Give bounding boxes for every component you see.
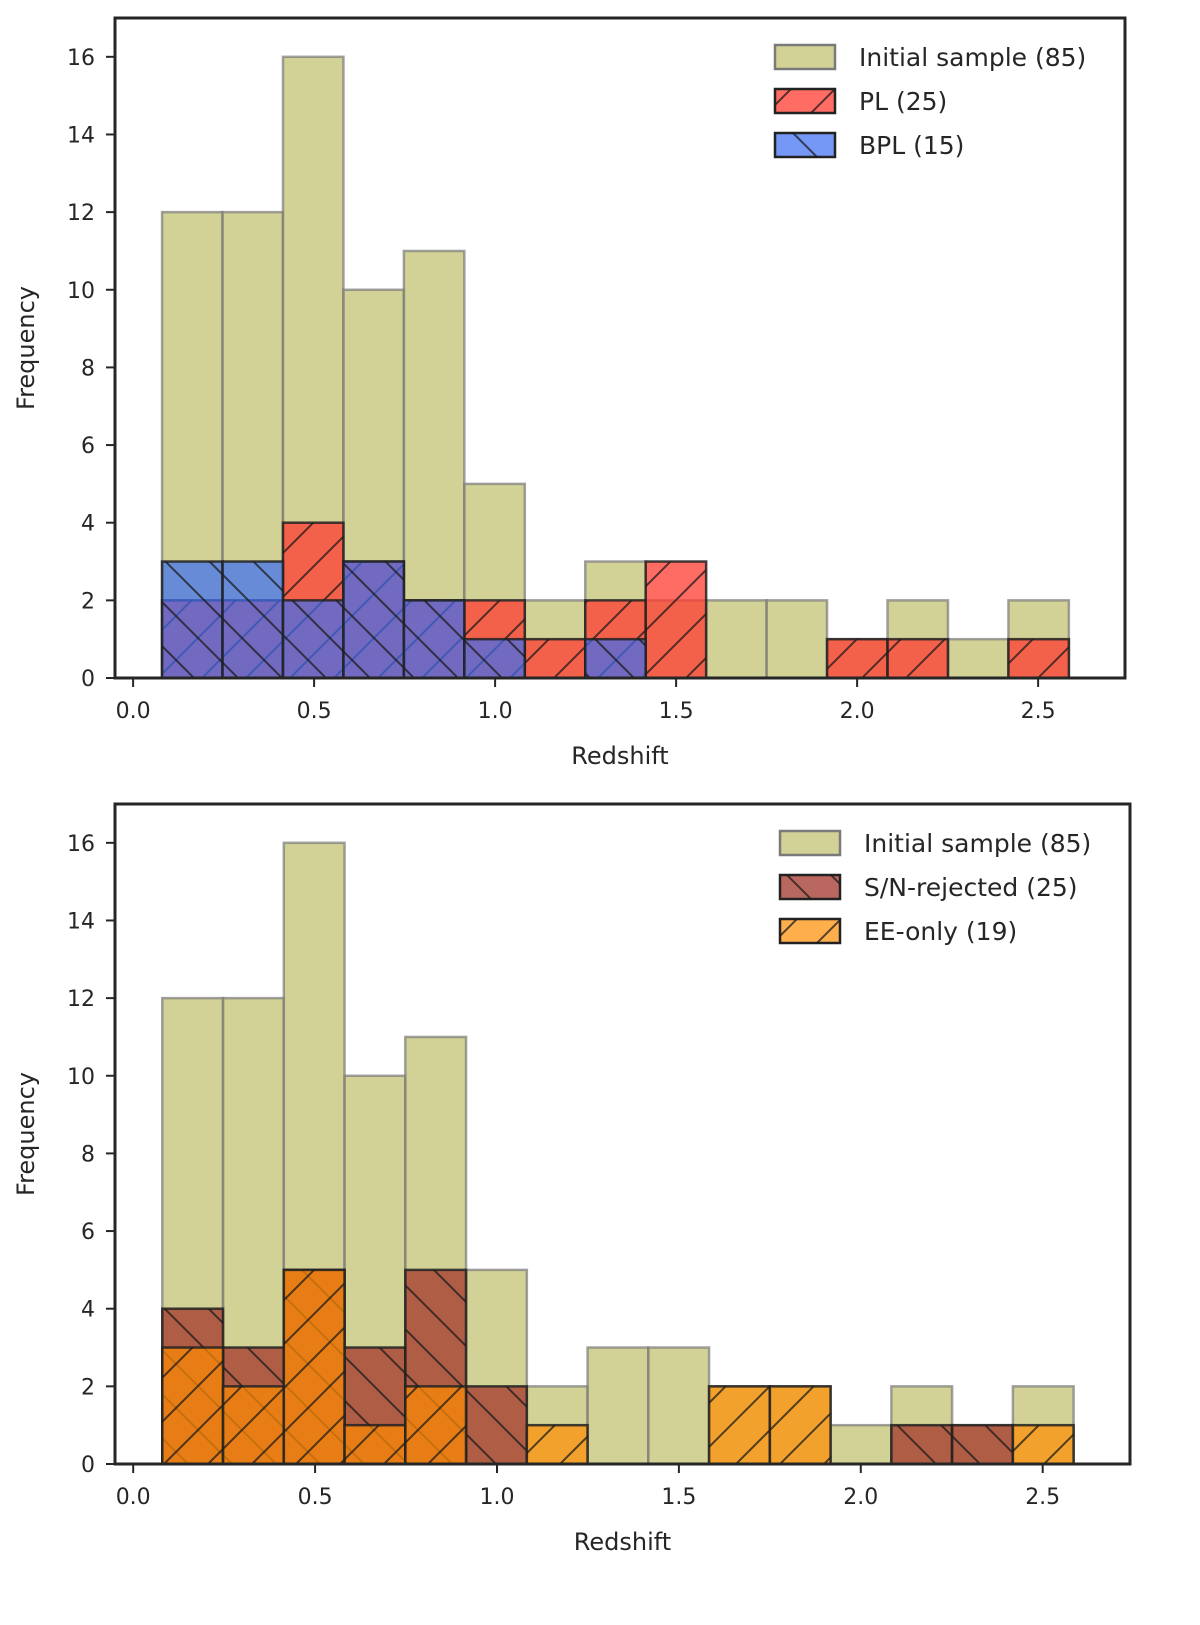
y-tick-label: 4 (81, 1298, 95, 1323)
bar-hatch-bpl-15-bin-5 (464, 639, 525, 678)
bars-layer (160, 55, 1071, 680)
bar-hatch-pl-25-bin-8 (645, 561, 707, 678)
legend-label-pl: PL (25) (859, 87, 947, 116)
x-tick-label: 0.0 (116, 1485, 151, 1510)
bar-hatch-bpl-15-bin-1 (222, 561, 283, 678)
y-axis-ticks: 0 2 4 6 8 10 12 14 16 (67, 832, 115, 1478)
bar-hatch-bpl-15-bin-0 (162, 561, 223, 678)
bar-initial-sample-85-bin-8 (647, 1346, 711, 1466)
plot-frame (113, 16, 1127, 680)
legend-swatch-initial-sample (778, 829, 842, 857)
bar-initial-sample-85-bin-7 (586, 1346, 650, 1466)
bar-hatch-ee-only-19-bin-14 (1012, 1425, 1074, 1464)
y-tick-label: 8 (81, 1142, 95, 1167)
y-tick-label: 16 (67, 46, 95, 71)
x-tick-label: 2.0 (840, 699, 875, 724)
bar-initial-sample-85-bin-10 (765, 599, 829, 680)
x-axis-ticks: 0.0 0.5 1.0 1.5 2.0 2.5 (116, 1464, 1060, 1510)
legend-label-sn-rejected: S/N-rejected (25) (864, 873, 1078, 902)
bar-hatch-s-n-rejected-25-bin-5 (466, 1386, 527, 1464)
y-tick-label: 2 (81, 1375, 95, 1400)
legend-entry-initial-sample: Initial sample (85) (778, 829, 1091, 858)
bar-hatch-bpl-15-bin-3 (343, 561, 404, 678)
legend-label-initial-sample: Initial sample (85) (859, 43, 1086, 72)
legend-entry-sn-rejected: S/N-rejected (25) (778, 873, 1078, 902)
y-tick-label: 14 (67, 909, 95, 934)
legend-entry-initial-sample: Initial sample (85) (773, 43, 1086, 72)
bar-hatch-bpl-15-bin-4 (403, 600, 465, 678)
series-bpl-15 (160, 560, 647, 680)
bar-hatch-s-n-rejected-25-bin-12 (891, 1425, 953, 1464)
x-axis-ticks: 0.0 0.5 1.0 1.5 2.0 2.5 (116, 678, 1056, 724)
bar-hatch-ee-only-19-bin-2 (283, 1269, 345, 1464)
y-tick-label: 6 (81, 434, 95, 459)
bar-initial-sample-85-bin-11 (829, 1423, 893, 1466)
y-tick-label: 8 (81, 356, 95, 381)
x-tick-label: 1.5 (661, 1485, 696, 1510)
x-tick-label: 2.0 (843, 1485, 878, 1510)
x-tick-label: 1.0 (478, 699, 513, 724)
bar-hatch-pl-25-bin-12 (887, 639, 948, 678)
x-tick-label: 2.5 (1025, 1485, 1060, 1510)
bar-hatch-ee-only-19-bin-6 (526, 1425, 588, 1464)
x-tick-label: 0.5 (297, 699, 332, 724)
bar-hatch-ee-only-19-bin-0 (162, 1347, 224, 1464)
y-axis-ticks: 0 2 4 6 8 10 12 14 16 (67, 46, 115, 692)
y-tick-label: 10 (67, 1065, 95, 1090)
legend: Initial sample (85) S/N-rejected (25) EE… (778, 829, 1091, 946)
bar-hatch-bpl-15-bin-2 (282, 600, 344, 678)
y-tick-label: 16 (67, 832, 95, 857)
y-tick-label: 12 (67, 987, 95, 1012)
bar-hatch-pl-25-bin-14 (1008, 639, 1069, 678)
legend: Initial sample (85) PL (25) BPL (15) (773, 43, 1086, 160)
legend-label-initial-sample: Initial sample (85) (864, 829, 1091, 858)
legend-swatch-hatch-ee-only (780, 919, 840, 943)
bar-hatch-ee-only-19-bin-3 (344, 1425, 406, 1464)
legend-label-ee-only: EE-only (19) (864, 917, 1017, 946)
x-tick-label: 0.5 (298, 1485, 333, 1510)
bar-hatch-bpl-15-bin-7 (585, 639, 646, 678)
plot-frame (113, 802, 1132, 1466)
legend-entry-bpl: BPL (15) (773, 131, 964, 160)
legend-swatch-hatch-pl (775, 89, 835, 113)
bar-initial-sample-85-bin-13 (946, 637, 1010, 680)
y-axis-label: Frequency (12, 286, 40, 410)
x-tick-label: 0.0 (116, 699, 151, 724)
histogram-panel-bottom: 0.0 0.5 1.0 1.5 2.0 2.5 0 2 4 6 8 10 12 14 16 Redshif… (12, 802, 1132, 1556)
bar-hatch-ee-only-19-bin-4 (405, 1386, 467, 1464)
y-tick-label: 4 (81, 512, 95, 537)
bar-hatch-pl-25-bin-11 (827, 639, 888, 678)
y-tick-label: 6 (81, 1220, 95, 1245)
y-tick-label: 12 (67, 201, 95, 226)
x-axis-label: Redshift (574, 1528, 671, 1556)
y-axis-label: Frequency (12, 1072, 40, 1196)
bar-hatch-ee-only-19-bin-9 (709, 1386, 770, 1464)
x-tick-label: 1.5 (659, 699, 694, 724)
legend-entry-ee-only: EE-only (19) (778, 917, 1017, 946)
bar-hatch-s-n-rejected-25-bin-13 (952, 1425, 1013, 1464)
legend-swatch-hatch-bpl (775, 133, 835, 157)
y-tick-label: 14 (67, 123, 95, 148)
y-tick-label: 0 (81, 667, 95, 692)
legend-swatch-initial-sample (773, 43, 837, 71)
bar-hatch-pl-25-bin-6 (524, 639, 586, 678)
legend-swatch-hatch-sn-rejected (780, 875, 840, 899)
x-axis-label: Redshift (571, 742, 668, 770)
bars-layer (161, 841, 1075, 1466)
legend-entry-pl: PL (25) (773, 87, 947, 116)
x-tick-label: 1.0 (479, 1485, 514, 1510)
series-ee-only-19 (161, 1268, 1075, 1466)
histogram-panel-top: 0.0 0.5 1.0 1.5 2.0 2.5 0 2 4 6 8 10 12 14 16 Redshif… (12, 16, 1127, 770)
bar-hatch-ee-only-19-bin-1 (223, 1386, 284, 1464)
bar-initial-sample-85-bin-9 (704, 599, 768, 680)
legend-label-bpl: BPL (15) (859, 131, 964, 160)
y-tick-label: 10 (67, 279, 95, 304)
y-tick-label: 0 (81, 1453, 95, 1478)
bar-hatch-ee-only-19-bin-10 (769, 1386, 831, 1464)
x-tick-label: 2.5 (1021, 699, 1056, 724)
y-tick-label: 2 (81, 589, 95, 614)
